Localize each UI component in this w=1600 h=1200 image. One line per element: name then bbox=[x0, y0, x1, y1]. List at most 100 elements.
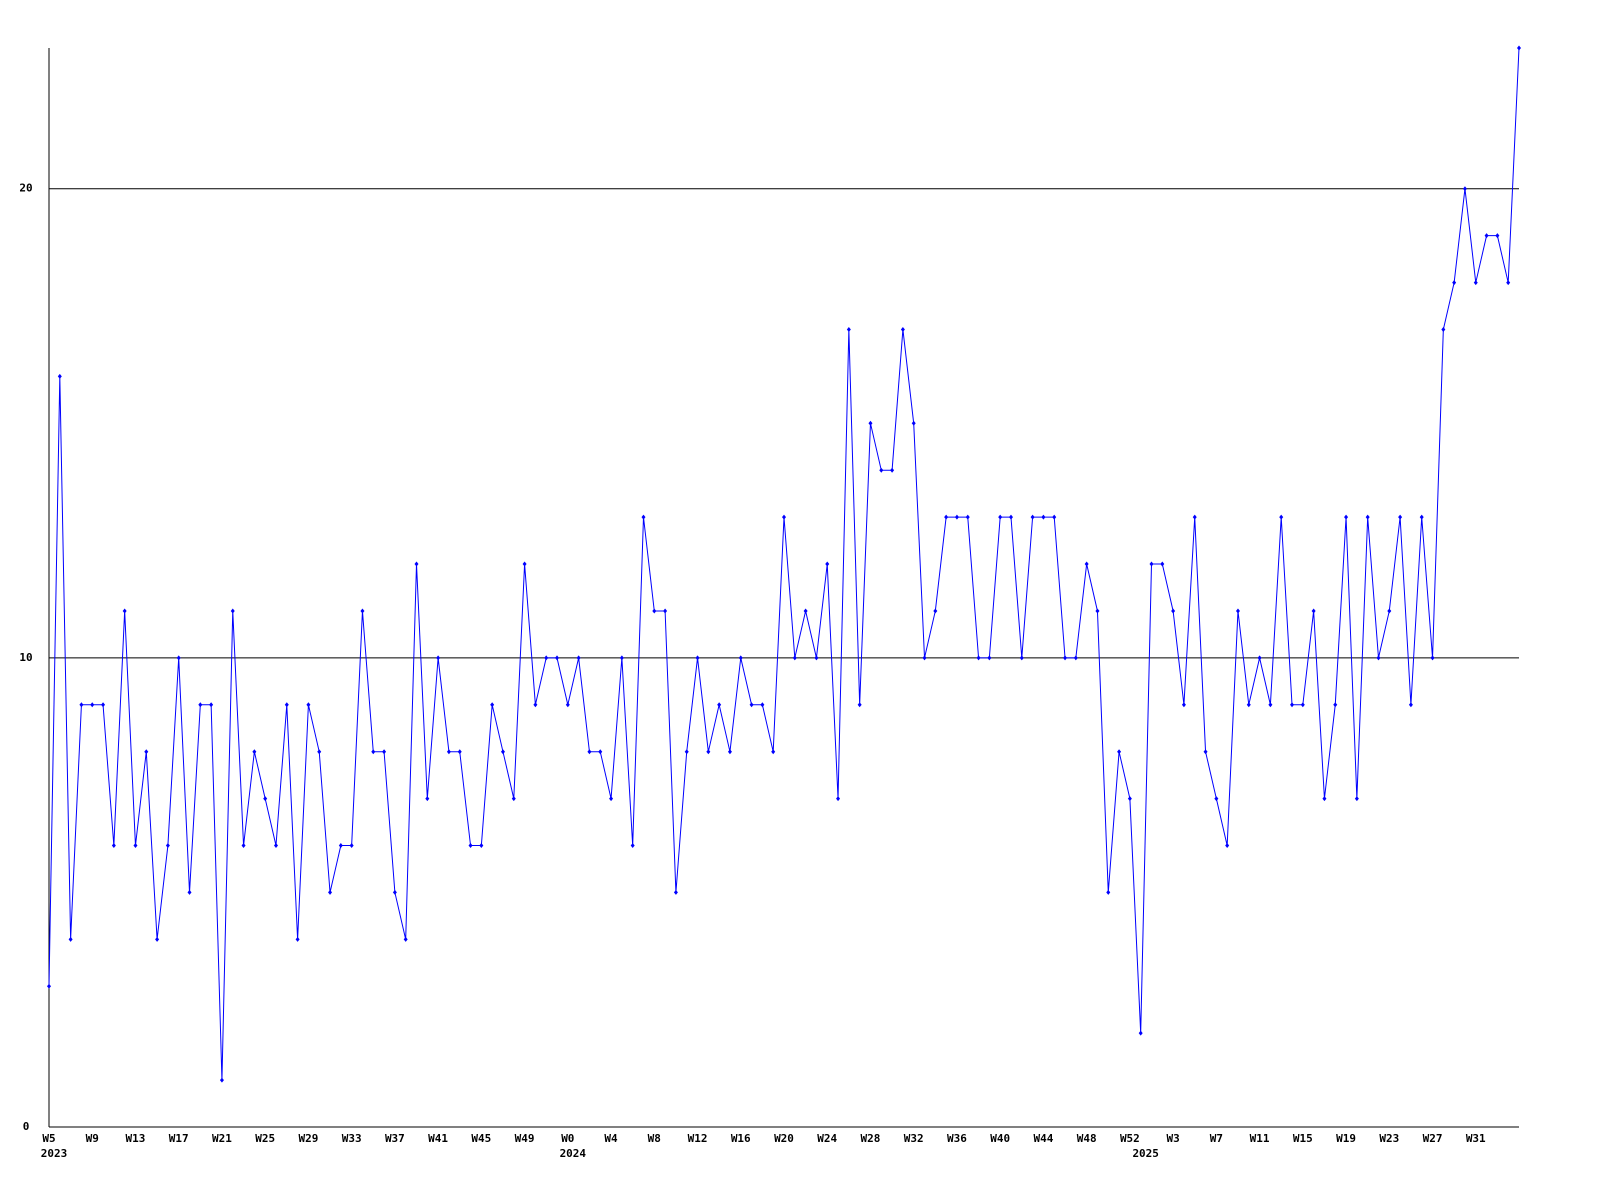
x-tick-label: W45 bbox=[471, 1132, 491, 1145]
data-point bbox=[1517, 45, 1521, 51]
x-tick-label: W24 bbox=[817, 1132, 837, 1145]
data-point bbox=[619, 655, 624, 661]
data-point bbox=[1235, 608, 1240, 614]
x-tick-label: W27 bbox=[1423, 1132, 1443, 1145]
data-point bbox=[727, 749, 732, 755]
data-point bbox=[382, 749, 387, 755]
data-point bbox=[198, 702, 203, 708]
data-point bbox=[533, 702, 538, 708]
x-tick-label: W15 bbox=[1293, 1132, 1313, 1145]
data-point bbox=[922, 655, 927, 661]
data-point bbox=[1484, 233, 1489, 239]
data-point bbox=[1495, 233, 1500, 239]
data-point bbox=[522, 561, 527, 567]
data-point bbox=[230, 608, 235, 614]
data-point bbox=[101, 702, 106, 708]
x-tick-label: W40 bbox=[990, 1132, 1010, 1145]
data-point bbox=[133, 843, 138, 849]
data-point bbox=[425, 796, 430, 802]
x-tick-label: W7 bbox=[1210, 1132, 1223, 1145]
data-point bbox=[457, 749, 462, 755]
data-point bbox=[219, 1077, 224, 1083]
x-tick-label: W32 bbox=[904, 1132, 924, 1145]
data-point bbox=[836, 796, 841, 802]
data-point bbox=[392, 889, 397, 895]
data-point bbox=[1171, 608, 1176, 614]
x-tick-label: W23 bbox=[1379, 1132, 1399, 1145]
x-tick-label: W33 bbox=[342, 1132, 362, 1145]
data-point bbox=[306, 702, 311, 708]
data-point bbox=[1225, 843, 1230, 849]
data-point bbox=[684, 749, 689, 755]
data-point bbox=[544, 655, 549, 661]
data-point bbox=[846, 326, 851, 332]
data-point bbox=[500, 749, 505, 755]
data-point bbox=[111, 843, 116, 849]
data-point bbox=[1203, 749, 1208, 755]
data-point bbox=[1181, 702, 1186, 708]
data-point bbox=[1106, 889, 1111, 895]
data-point bbox=[749, 702, 754, 708]
data-point bbox=[1127, 796, 1132, 802]
data-point bbox=[1257, 655, 1262, 661]
data-point bbox=[987, 655, 992, 661]
data-point bbox=[155, 936, 160, 942]
y-tick-label: 20 bbox=[19, 182, 32, 195]
data-point bbox=[284, 702, 289, 708]
x-tick-label: W48 bbox=[1077, 1132, 1097, 1145]
data-point bbox=[1311, 608, 1316, 614]
data-point bbox=[1290, 702, 1295, 708]
x-tick-label: W29 bbox=[298, 1132, 318, 1145]
data-point bbox=[792, 655, 797, 661]
data-point bbox=[1117, 749, 1122, 755]
data-point bbox=[176, 655, 181, 661]
data-point bbox=[1084, 561, 1089, 567]
data-point bbox=[187, 889, 192, 895]
x-tick-label: W9 bbox=[86, 1132, 99, 1145]
data-point bbox=[576, 655, 581, 661]
data-point bbox=[803, 608, 808, 614]
data-point bbox=[1473, 280, 1478, 286]
data-point bbox=[587, 749, 592, 755]
x-tick-label: W12 bbox=[688, 1132, 708, 1145]
data-point bbox=[1398, 514, 1403, 520]
data-point bbox=[414, 561, 419, 567]
data-point bbox=[609, 796, 614, 802]
x-tick-label: W0 bbox=[561, 1132, 574, 1145]
data-point bbox=[663, 608, 668, 614]
x-year-label: 2023 bbox=[41, 1147, 68, 1160]
x-tick-label: W4 bbox=[604, 1132, 618, 1145]
data-point bbox=[771, 749, 776, 755]
y-tick-label: 10 bbox=[19, 651, 32, 664]
data-point bbox=[1322, 796, 1327, 802]
data-point bbox=[338, 843, 343, 849]
data-point bbox=[738, 655, 743, 661]
data-point bbox=[1138, 1030, 1143, 1036]
x-tick-label: W3 bbox=[1166, 1132, 1179, 1145]
data-point bbox=[695, 655, 700, 661]
data-point bbox=[825, 561, 830, 567]
data-point bbox=[90, 702, 95, 708]
data-point bbox=[328, 889, 333, 895]
data-point bbox=[511, 796, 516, 802]
data-point bbox=[598, 749, 603, 755]
data-point bbox=[68, 936, 73, 942]
data-point bbox=[641, 514, 646, 520]
data-point bbox=[436, 655, 441, 661]
data-point bbox=[630, 843, 635, 849]
x-tick-label: W20 bbox=[774, 1132, 794, 1145]
data-point bbox=[782, 514, 786, 520]
x-tick-label: W11 bbox=[1250, 1132, 1270, 1145]
x-tick-label: W5 bbox=[42, 1132, 55, 1145]
data-point bbox=[1041, 514, 1046, 520]
data-point bbox=[933, 608, 938, 614]
data-point bbox=[976, 655, 981, 661]
data-point bbox=[1419, 514, 1424, 520]
data-point bbox=[47, 983, 51, 989]
data-point bbox=[1030, 514, 1035, 520]
x-tick-label: W21 bbox=[212, 1132, 232, 1145]
data-point bbox=[965, 514, 970, 520]
data-point bbox=[1333, 702, 1338, 708]
